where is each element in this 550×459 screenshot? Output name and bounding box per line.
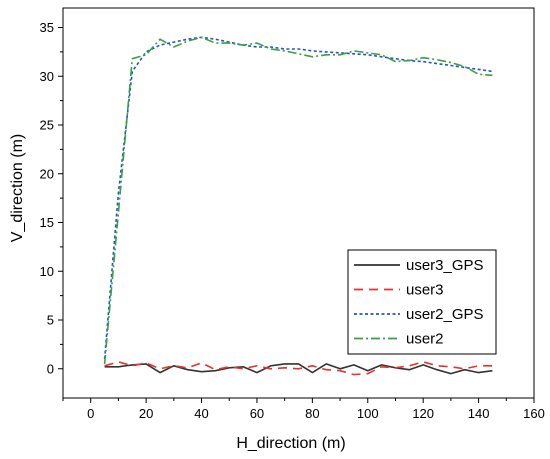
y-tick-label: 25 — [40, 118, 54, 133]
y-tick-label: 20 — [40, 166, 54, 181]
legend-entry: user3 — [406, 282, 444, 299]
x-tick-label: 80 — [305, 406, 319, 421]
legend: user3_GPS user3 user2_GPS user2 — [347, 249, 497, 355]
series-line-user3_GPS — [104, 363, 493, 375]
y-axis-label: V_direction (m) — [9, 134, 26, 242]
legend-entry: user2_GPS — [406, 306, 484, 323]
x-tick-label: 100 — [357, 406, 379, 421]
legend-entry: user2 — [406, 331, 444, 348]
x-tick-label: 120 — [412, 406, 434, 421]
y-tick-label: 35 — [40, 20, 54, 35]
series-line-user2_GPS — [103, 36, 493, 360]
y-tick-label: 15 — [40, 215, 54, 230]
y-tick-label: 0 — [47, 361, 54, 376]
plot-border — [62, 7, 535, 399]
x-tick-label: 60 — [250, 406, 264, 421]
y-tick-label: 10 — [40, 264, 54, 279]
x-axis: 0 20 40 60 80 100 120 140 160 — [62, 398, 545, 421]
series-layer — [103, 36, 493, 376]
x-tick-label: 40 — [194, 406, 208, 421]
x-tick-label: 20 — [139, 406, 153, 421]
plot-frame — [62, 7, 535, 399]
series-line-user3 — [104, 361, 493, 376]
y-tick-label: 5 — [47, 313, 54, 328]
x-axis-label: H_direction (m) — [236, 435, 345, 452]
x-tick-label: 160 — [523, 406, 545, 421]
legend-box — [347, 249, 497, 355]
legend-entry: user3_GPS — [406, 257, 484, 274]
series-line-user2 — [103, 36, 493, 364]
x-tick-label: 0 — [87, 406, 94, 421]
y-tick-label: 30 — [40, 69, 54, 84]
x-tick-label: 140 — [468, 406, 490, 421]
y-axis: 0 5 10 15 20 25 30 35 — [40, 20, 63, 376]
